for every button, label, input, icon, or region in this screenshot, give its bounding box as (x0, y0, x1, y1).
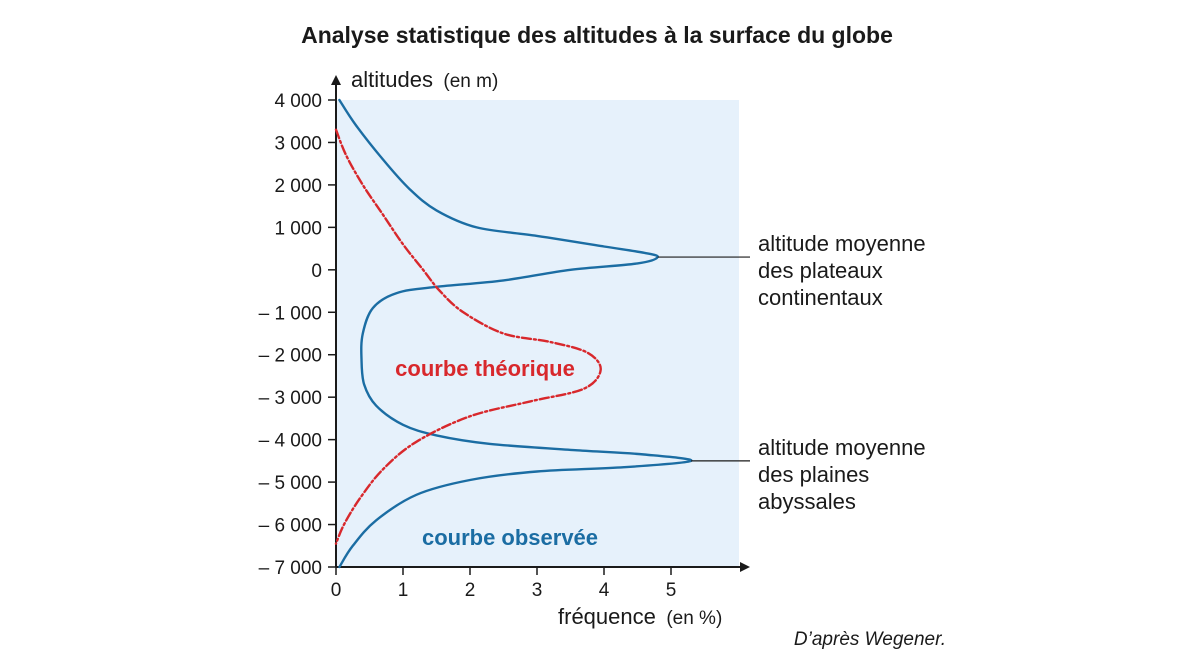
annotation-line: des plaines (758, 462, 869, 487)
annotation-text: altitude moyenne des plateaux continentaux (758, 231, 926, 310)
x-axis-ticks: 0 1 2 3 4 5 (331, 567, 677, 601)
y-tick-label: 2 000 (274, 176, 322, 197)
y-tick-label: – 2 000 (259, 346, 322, 367)
x-axis-label: fréquence (558, 604, 656, 629)
x-tick-label: 4 (599, 580, 610, 601)
y-tick-label: – 7 000 (259, 558, 322, 579)
chart-title: Analyse statistique des altitudes à la s… (301, 22, 893, 48)
annotations: altitude moyenne des plateaux continentaux… (657, 231, 926, 514)
y-tick-label: – 3 000 (259, 388, 322, 409)
y-axis-label-group: altitudes (en m) (351, 67, 498, 92)
y-tick-label: 4 000 (274, 91, 322, 112)
annotation-line: altitude moyenne (758, 231, 926, 256)
series-label-theorique: courbe théorique (395, 356, 575, 381)
y-axis-ticks: 4 000 3 000 2 000 1 000 0 – 1 000 – 2 000 – 3 0… (259, 91, 336, 579)
annotation-line: continentaux (758, 285, 883, 310)
y-tick-label: – 4 000 (259, 431, 322, 452)
x-axis-label-group: fréquence (en %) (558, 604, 722, 629)
annotation-line: des plateaux (758, 258, 883, 283)
annotation-line: altitude moyenne (758, 435, 926, 460)
x-tick-label: 1 (398, 580, 409, 601)
annotation-text: altitude moyenne des plaines abyssales (758, 435, 926, 514)
x-tick-label: 5 (666, 580, 677, 601)
series-group (334, 98, 693, 569)
y-tick-label: 3 000 (274, 133, 322, 154)
y-tick-label: 1 000 (274, 218, 322, 239)
x-tick-label: 2 (465, 580, 476, 601)
series-line-theorique (334, 128, 602, 545)
x-axis-unit: (en %) (666, 608, 722, 629)
annotation-line: abyssales (758, 489, 856, 514)
y-tick-label: – 5 000 (259, 473, 322, 494)
y-axis-unit: (en m) (443, 71, 498, 92)
y-tick-label: – 1 000 (259, 303, 322, 324)
series-label-observee: courbe observée (422, 525, 598, 550)
series-line-observee (338, 98, 693, 569)
plot-background (336, 100, 739, 567)
y-tick-label: – 6 000 (259, 516, 322, 537)
source-note: D’après Wegener. (794, 629, 946, 650)
y-tick-label: 0 (311, 261, 322, 282)
x-tick-label: 0 (331, 580, 342, 601)
x-tick-label: 3 (532, 580, 543, 601)
y-axis-label: altitudes (351, 67, 433, 92)
